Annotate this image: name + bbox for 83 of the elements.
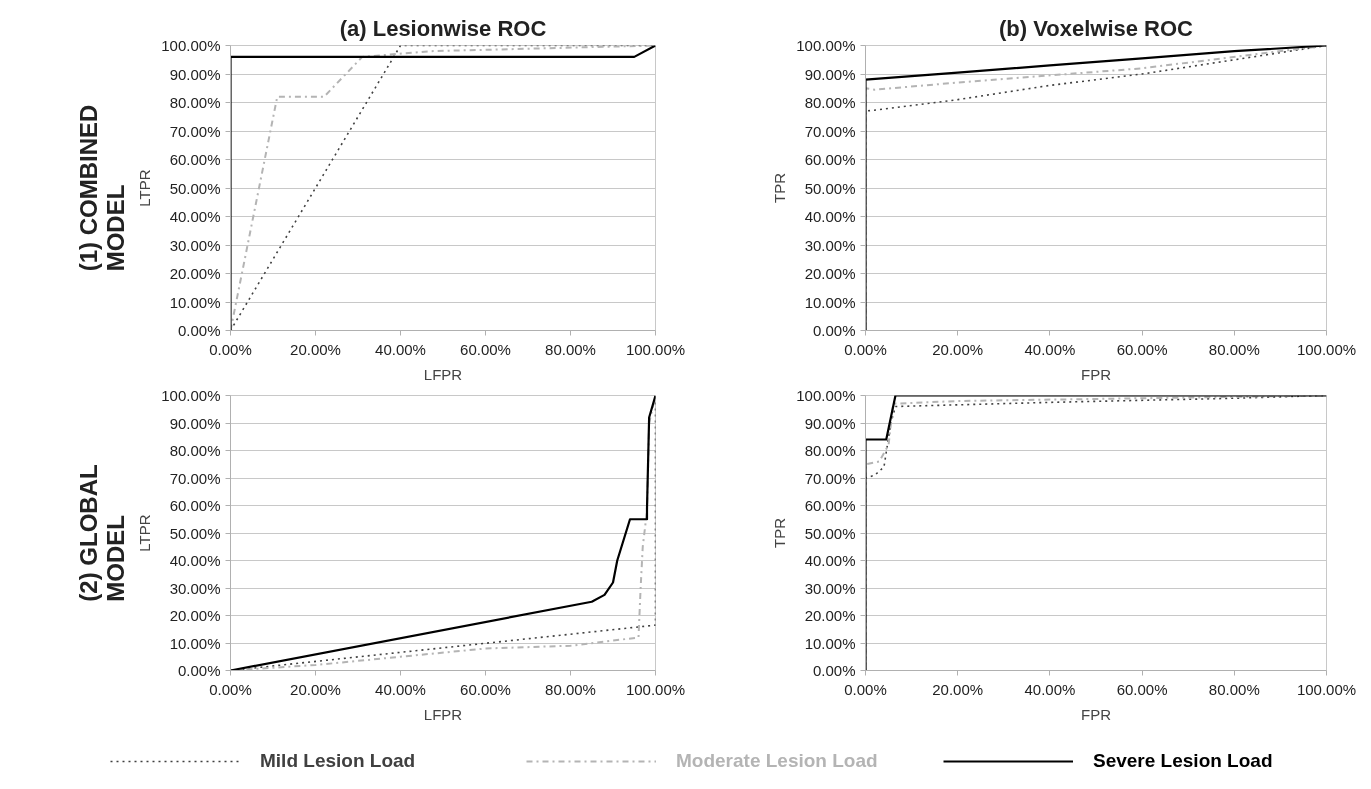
x-tick-label: 100.00% <box>625 680 686 698</box>
y-tick-label: 80.00% <box>804 442 856 459</box>
y-tick-label: 100.00% <box>796 387 856 404</box>
x-tick-label: 0.00% <box>209 340 252 358</box>
y-tick-label: 100.00% <box>161 37 221 54</box>
x-tick-label: 100.00% <box>1296 680 1357 698</box>
y-tick-label: 30.00% <box>804 236 856 254</box>
y-tick-label: 70.00% <box>169 122 221 140</box>
x-tick-label: 80.00% <box>1208 680 1260 698</box>
text: (1) COMBINED MODEL <box>74 104 129 272</box>
x-tick-label: 100.00% <box>625 340 686 358</box>
text: Mild Lesion Load <box>260 750 416 772</box>
y-tick-label: 0.00% <box>812 322 856 339</box>
y-tick-label: 90.00% <box>169 414 221 432</box>
x-tick-label: 40.00% <box>1024 680 1076 698</box>
x-tick-label: 80.00% <box>545 340 596 358</box>
x-tick-label: 80.00% <box>1208 340 1260 358</box>
y-tick-label: 70.00% <box>804 469 856 487</box>
x-tick-label: 0.00% <box>844 680 887 698</box>
y-tick-label: 10.00% <box>169 634 221 652</box>
x-tick-label: 20.00% <box>932 340 984 358</box>
y-tick-label: 50.00% <box>804 179 856 197</box>
y-tick-label: 60.00% <box>169 151 221 168</box>
y-tick-label: 100.00% <box>796 37 856 54</box>
y-tick-label: 30.00% <box>169 236 221 254</box>
y-tick-label: 70.00% <box>169 469 221 487</box>
y-axis-title: LTPR <box>136 169 154 207</box>
y-tick-label: 40.00% <box>169 552 221 569</box>
x-tick-label: 20.00% <box>290 680 341 698</box>
x-tick-label: 0.00% <box>844 340 887 358</box>
x-tick-label: 60.00% <box>460 680 511 698</box>
y-tick-label: 20.00% <box>169 607 221 624</box>
y-tick-label: 20.00% <box>169 265 221 282</box>
x-tick-label: 20.00% <box>932 680 984 698</box>
y-tick-label: 60.00% <box>804 151 856 168</box>
y-tick-label: 70.00% <box>804 122 856 140</box>
y-tick-label: 80.00% <box>169 442 221 459</box>
y-tick-label: 0.00% <box>812 662 856 679</box>
y-tick-label: 50.00% <box>169 524 221 542</box>
y-tick-label: 90.00% <box>804 414 856 432</box>
y-tick-label: 10.00% <box>169 293 221 311</box>
y-tick-label: 20.00% <box>804 607 856 624</box>
y-tick-label: 40.00% <box>169 208 221 225</box>
y-tick-label: 40.00% <box>804 208 856 225</box>
y-tick-label: 10.00% <box>804 293 856 311</box>
y-tick-label: 10.00% <box>804 634 856 652</box>
y-tick-label: 0.00% <box>177 322 221 339</box>
y-axis-title: TPR <box>771 172 789 203</box>
x-axis-title: LFPR <box>423 705 463 723</box>
y-tick-label: 90.00% <box>169 65 221 83</box>
y-tick-label: 60.00% <box>804 497 856 514</box>
chart-title: (b) Voxelwise ROC <box>999 15 1194 41</box>
y-tick-label: 30.00% <box>804 579 856 597</box>
y-tick-label: 30.00% <box>169 579 221 597</box>
y-tick-label: 50.00% <box>169 179 221 197</box>
y-axis-title: LTPR <box>136 514 154 552</box>
text: (2) GLOBAL MODEL <box>74 464 129 602</box>
y-tick-label: 90.00% <box>804 65 856 83</box>
y-tick-label: 40.00% <box>804 552 856 569</box>
y-tick-label: 60.00% <box>169 497 221 514</box>
x-axis-title: FPR <box>1081 705 1112 723</box>
x-tick-label: 20.00% <box>290 340 341 358</box>
y-tick-label: 100.00% <box>161 387 221 404</box>
y-tick-label: 50.00% <box>804 524 856 542</box>
x-tick-label: 60.00% <box>460 340 511 358</box>
x-tick-label: 60.00% <box>1116 680 1168 698</box>
text: Moderate Lesion Load <box>676 750 878 772</box>
text: Severe Lesion Load <box>1093 750 1273 772</box>
x-tick-label: 0.00% <box>209 680 252 698</box>
y-tick-label: 80.00% <box>804 94 856 111</box>
y-tick-label: 0.00% <box>177 662 221 679</box>
x-tick-label: 40.00% <box>375 340 426 358</box>
x-tick-label: 40.00% <box>375 680 426 698</box>
y-axis-title: TPR <box>771 517 789 548</box>
x-axis-title: FPR <box>1081 365 1112 383</box>
x-tick-label: 80.00% <box>545 680 596 698</box>
chart-title: (a) Lesionwise ROC <box>339 15 547 41</box>
x-axis-title: LFPR <box>423 365 463 383</box>
x-tick-label: 40.00% <box>1024 340 1076 358</box>
y-tick-label: 80.00% <box>169 94 221 111</box>
x-tick-label: 100.00% <box>1296 340 1357 358</box>
x-tick-label: 60.00% <box>1116 340 1168 358</box>
y-tick-label: 20.00% <box>804 265 856 282</box>
